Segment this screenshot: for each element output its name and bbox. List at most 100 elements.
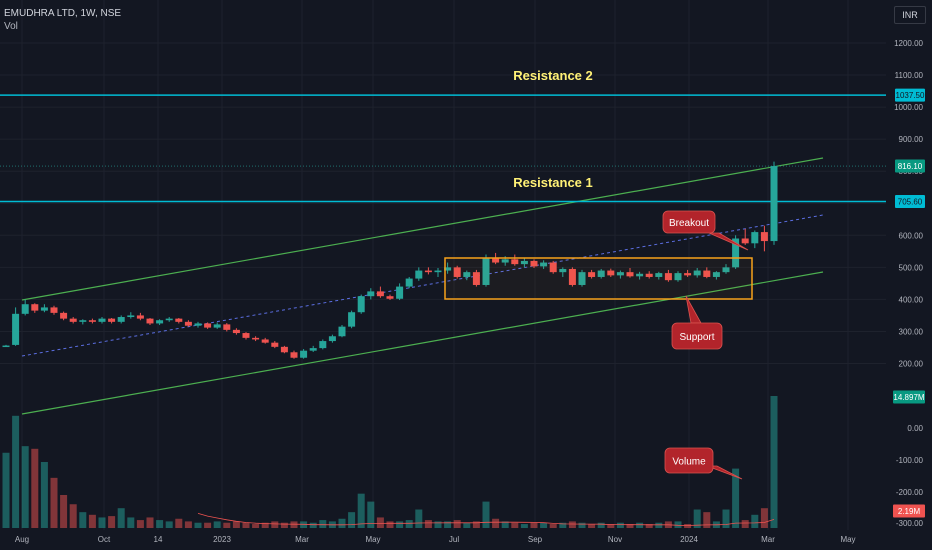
volume-bar (108, 516, 116, 528)
candle-body (156, 320, 164, 324)
candle-body (578, 272, 586, 285)
volume-bar (60, 495, 68, 528)
volume-bar (645, 524, 653, 528)
time-tick-label: 2023 (213, 535, 231, 544)
candle-body (213, 324, 221, 328)
time-tick-label: Oct (98, 535, 111, 544)
volume-bar (117, 508, 125, 528)
volume-bar (424, 520, 432, 528)
candle-body (280, 346, 288, 353)
volume-badge (893, 504, 925, 518)
volume-bar (98, 517, 106, 528)
candle-body (60, 312, 68, 319)
callout-box (662, 210, 716, 234)
volume-bar (607, 524, 615, 528)
candle-body (31, 304, 39, 311)
volume-bar (751, 514, 759, 528)
volume-badge (893, 390, 925, 404)
volume-bar (636, 522, 644, 528)
volume-bar (242, 522, 250, 528)
volume-bar (232, 521, 240, 528)
volume-bar (252, 524, 260, 528)
candles (2, 161, 778, 359)
volume-bar (655, 522, 663, 528)
candle-body (703, 270, 711, 277)
volume-bar (338, 518, 346, 528)
callout-label: Support (679, 332, 714, 343)
candle-body (319, 341, 327, 349)
candle-body (146, 318, 154, 324)
candle-body (98, 318, 106, 322)
currency-button[interactable]: INR (894, 6, 926, 24)
price-tick-label: 300.00 (899, 327, 924, 336)
volume-bar (309, 522, 317, 528)
candle-body (655, 273, 663, 277)
price-badge-label: 1037.50 (896, 91, 925, 100)
symbol-title: EMUDHRA LTD, 1W, NSE (4, 8, 122, 19)
candle-body (472, 272, 480, 285)
volume-bar (732, 468, 740, 528)
candle-body (616, 272, 624, 276)
volume-bar (472, 521, 480, 528)
price-tick-label: 400.00 (899, 295, 924, 304)
price-badge (895, 194, 925, 208)
candle-body (2, 345, 10, 348)
candle-body (674, 273, 682, 281)
time-tick-label: May (365, 535, 380, 544)
volume-tick-label: -100.00 (896, 456, 924, 465)
grid (0, 0, 886, 530)
candle-body (559, 268, 567, 273)
candle-body (597, 270, 605, 277)
volume-bar (223, 522, 231, 528)
volume-bar (156, 520, 164, 528)
candle-body (12, 313, 20, 345)
volume-bar (415, 509, 423, 528)
candle-body (463, 272, 471, 277)
candle-body (309, 348, 317, 351)
time-tick-label: Sep (528, 535, 543, 544)
volume-bar (357, 493, 365, 528)
time-tick-label: May (840, 535, 855, 544)
candle-body (607, 270, 615, 276)
candle-body (165, 318, 173, 321)
candle-body (712, 272, 720, 277)
time-tick-label: 2024 (680, 535, 698, 544)
channel-lower-line (21, 271, 824, 415)
candle-body (434, 270, 442, 273)
callout-label: Breakout (669, 218, 709, 229)
volume-bar (348, 512, 356, 528)
candle-body (588, 272, 596, 277)
price-badge (895, 88, 925, 102)
callout-box (671, 322, 723, 350)
candle-body (684, 273, 692, 276)
callout-pointer (685, 295, 702, 324)
volume-bar (376, 517, 384, 528)
candle-body (357, 296, 365, 313)
candle-body (530, 260, 538, 267)
volume-bar (386, 521, 394, 528)
candle-body (693, 270, 701, 276)
volume-indicator-label[interactable]: Vol (4, 21, 18, 32)
candle-body (482, 257, 490, 285)
volume-bar (31, 448, 39, 528)
time-tick-label: Mar (761, 535, 775, 544)
candle-body (300, 350, 308, 358)
candle-body (520, 260, 528, 265)
candle-body (492, 257, 500, 263)
volume-bar (501, 521, 509, 528)
candle-body (338, 326, 346, 337)
volume-bar (693, 509, 701, 528)
volume-bar (69, 504, 77, 528)
volume-bar (40, 462, 48, 528)
price-tick-label: 600.00 (899, 231, 924, 240)
candle-body (405, 278, 413, 287)
candle-body (175, 318, 183, 322)
candle-body (741, 238, 749, 244)
volume-ma-line (197, 513, 775, 526)
volume-bar (319, 520, 327, 528)
volume-bar (50, 477, 58, 528)
resistance-levels: Resistance 2 Resistance 1 (0, 68, 886, 203)
candle-body (261, 339, 269, 343)
candle-body (223, 324, 231, 330)
